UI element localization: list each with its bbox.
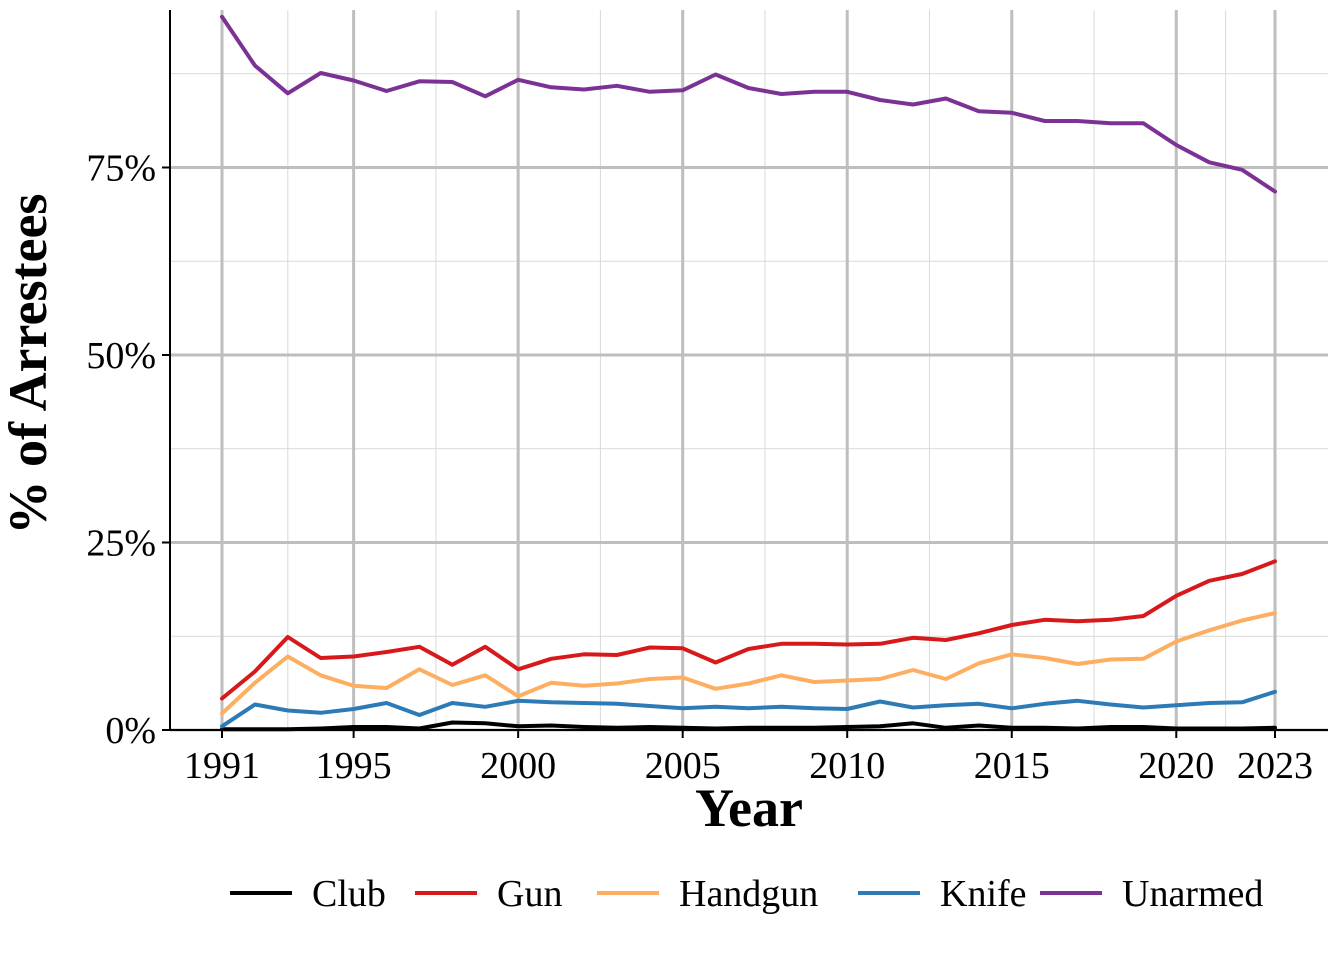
x-axis-title: Year xyxy=(695,778,803,838)
y-tick-labels: 0% 25% 50% 75% xyxy=(86,148,156,753)
series-line-club xyxy=(220,720,1277,732)
x-tick-label: 2000 xyxy=(480,745,556,787)
y-tick-label: 75% xyxy=(86,148,156,190)
legend-label-club: Club xyxy=(312,873,386,915)
series-line-unarmed xyxy=(220,14,1277,194)
x-tick-label: 1991 xyxy=(184,745,260,787)
series-line-gun xyxy=(220,559,1277,701)
major-gridlines xyxy=(170,10,1328,732)
y-tick-label: 25% xyxy=(86,523,156,565)
legend-label-unarmed: Unarmed xyxy=(1122,873,1263,915)
x-tick-label: 2023 xyxy=(1237,745,1313,787)
legend-label-gun: Gun xyxy=(497,873,562,915)
x-tick-labels: 1991 1995 2000 2005 2010 2015 2020 2023 xyxy=(184,745,1313,787)
axis-lines xyxy=(162,10,1328,738)
series-lines xyxy=(220,14,1277,732)
legend-label-handgun: Handgun xyxy=(679,873,818,915)
legend: Club Gun Handgun Knife Unarmed xyxy=(230,873,1263,915)
series-line-knife xyxy=(220,689,1277,729)
y-tick-label: 50% xyxy=(86,335,156,377)
x-tick-label: 2020 xyxy=(1138,745,1214,787)
series-line-handgun xyxy=(220,611,1277,716)
y-axis-title: % of Arrestees xyxy=(0,194,58,535)
x-tick-label: 2005 xyxy=(645,745,721,787)
x-tick-label: 2010 xyxy=(809,745,885,787)
legend-label-knife: Knife xyxy=(940,873,1027,915)
x-tick-label: 2015 xyxy=(974,745,1050,787)
x-tick-label: 1995 xyxy=(316,745,392,787)
minor-gridlines xyxy=(170,10,1328,730)
y-tick-label: 0% xyxy=(105,710,156,752)
